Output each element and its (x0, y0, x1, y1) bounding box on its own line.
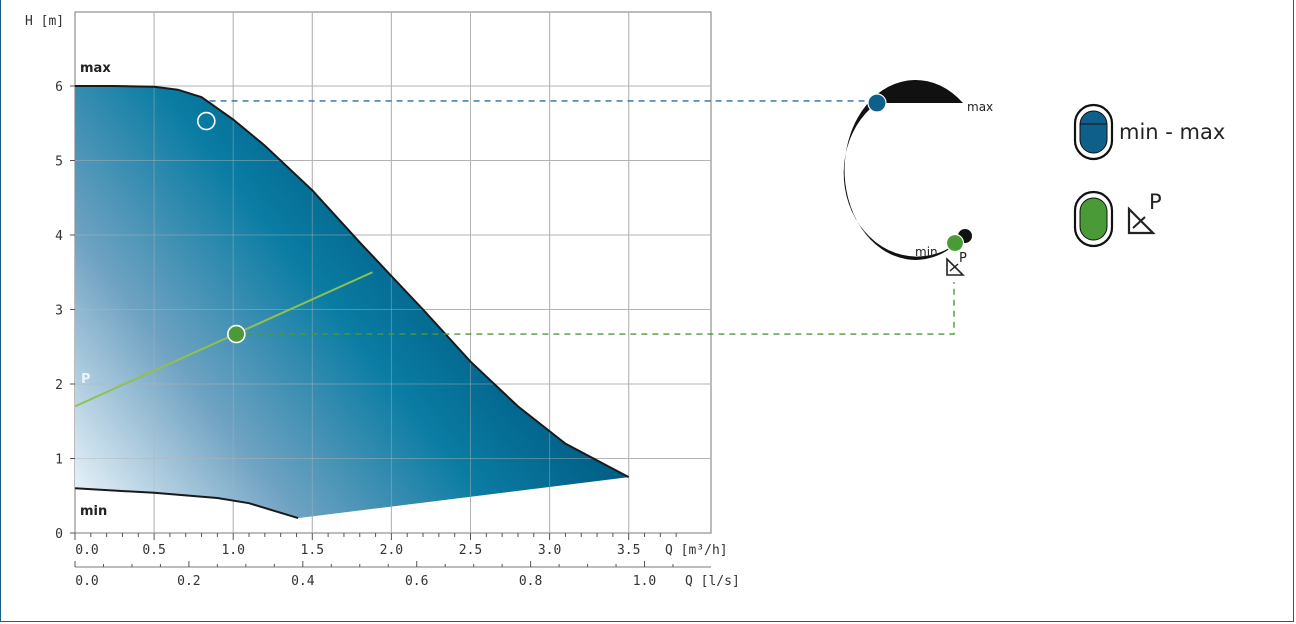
proportional-pressure-icon (1127, 206, 1156, 235)
proportional-pressure-icon (946, 257, 965, 276)
series-label-p: P (81, 372, 91, 387)
x-axis-primary-label: Q [m³/h] (665, 543, 728, 558)
y-tick-label: 4 (55, 229, 63, 244)
x2-tick-label: 1.0 (633, 574, 656, 589)
x-tick-label: 3.0 (538, 543, 561, 558)
x2-tick-label: 0.2 (177, 574, 200, 589)
series-label-max: max (80, 61, 111, 76)
p-curve (74, 271, 373, 408)
x-tick-label: 2.0 (380, 543, 403, 558)
legend-item-p: P (1073, 190, 1162, 248)
dial-p-marker (945, 233, 965, 253)
dial-arc (843, 79, 963, 260)
y-tick-label: 6 (55, 80, 63, 95)
x2-tick-label: 0.0 (75, 574, 98, 589)
y-axis-ticks: 0 1 2 3 4 5 6 (55, 80, 75, 542)
x-tick-label: 1.0 (221, 543, 244, 558)
x-axis-primary-ticks: 0.0 0.5 1.0 1.5 2.0 2.5 3.0 3.5 (74, 533, 677, 558)
dial-max-label: max (967, 100, 993, 114)
x-tick-label: 1.5 (301, 543, 324, 558)
max-operating-point (197, 111, 216, 131)
y-tick-label: 1 (55, 453, 63, 468)
min-curve (74, 487, 299, 520)
p-operating-point (227, 324, 246, 344)
control-dial: max min P (843, 79, 993, 276)
dial-min-label: min (915, 245, 938, 259)
x-axis-secondary-ticks: 0.0 0.2 0.4 0.6 0.8 1.0 (74, 561, 674, 589)
y-tick-label: 3 (55, 304, 63, 319)
legend: min - max P (1073, 103, 1225, 248)
knob-range-icon-fill (1079, 110, 1108, 154)
x2-tick-label: 0.4 (291, 574, 315, 589)
legend-item-min-max: min - max (1073, 103, 1225, 161)
knob-p-icon-fill (1079, 197, 1108, 241)
x-axis-secondary-label: Q [l/s] (685, 574, 740, 589)
y-axis-label: H [m] (25, 14, 64, 29)
y-tick-label: 2 (55, 378, 63, 393)
x-tick-label: 0.5 (142, 543, 165, 558)
grid-lines-overlay (75, 12, 711, 533)
x2-tick-label: 0.6 (405, 574, 428, 589)
x-tick-label: 2.5 (459, 543, 482, 558)
x-tick-label: 3.5 (617, 543, 640, 558)
y-tick-label: 0 (55, 527, 63, 542)
x2-tick-label: 0.8 (519, 574, 542, 589)
legend-label-min-max: min - max (1119, 120, 1225, 144)
max-curve (75, 85, 630, 478)
dial-max-marker (867, 93, 887, 113)
series-label-min: min (80, 504, 107, 519)
p-level-dashed-line (245, 282, 955, 335)
x-tick-label: 0.0 (75, 543, 98, 558)
y-tick-label: 5 (55, 155, 63, 170)
legend-p-superscript: P (1149, 190, 1162, 214)
dial-p-superscript: P (959, 251, 967, 266)
operating-range-area (75, 86, 629, 519)
